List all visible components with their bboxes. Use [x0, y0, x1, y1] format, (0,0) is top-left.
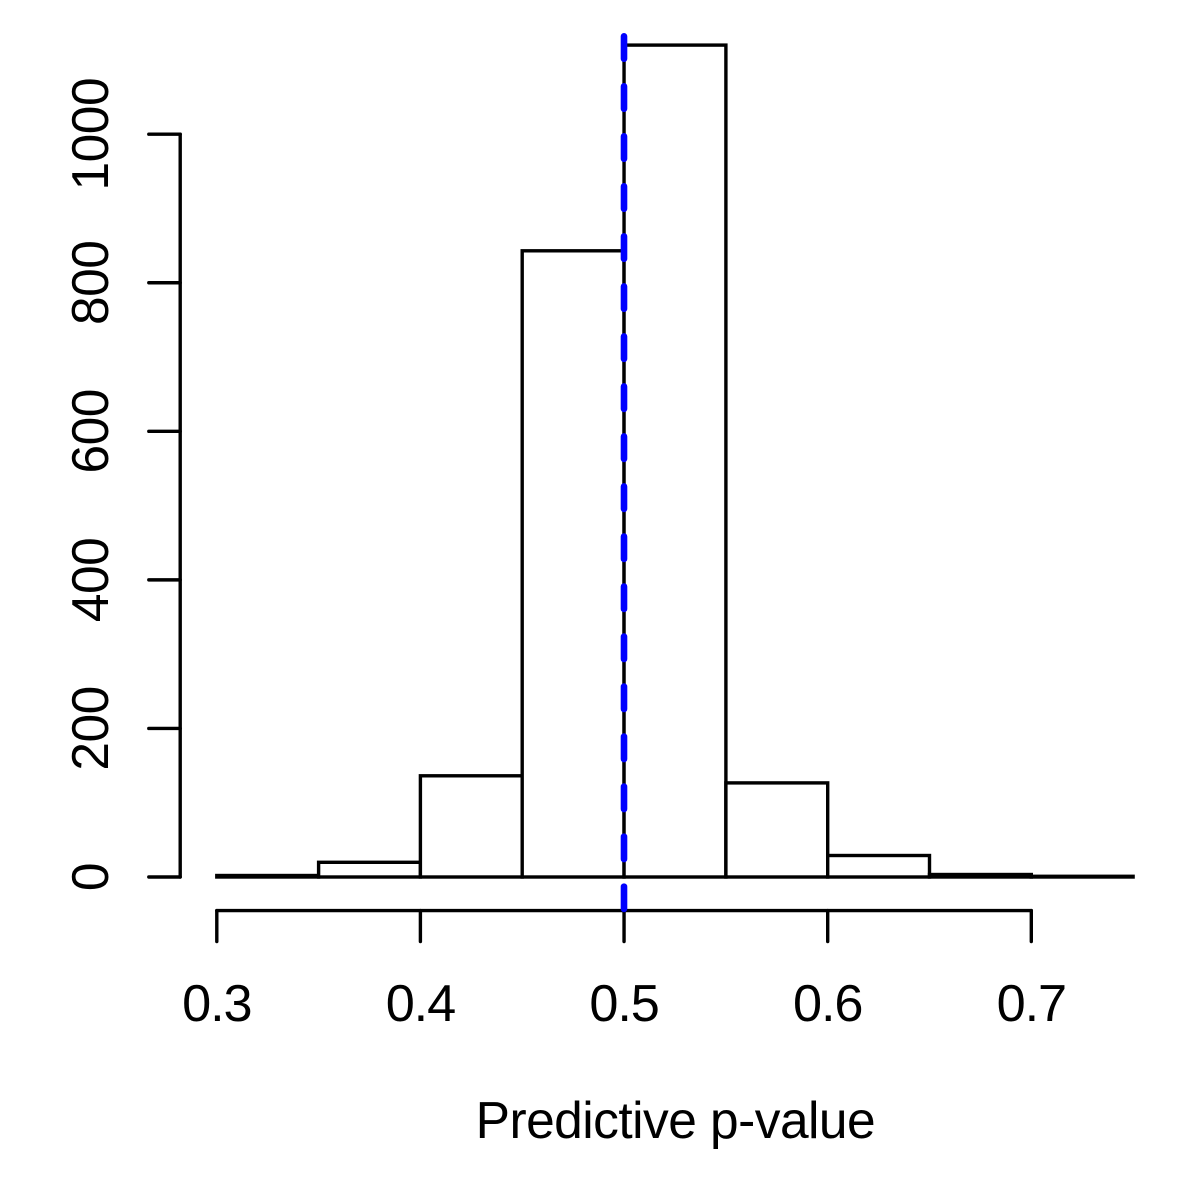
svg-text:0.4: 0.4 [386, 975, 455, 1033]
svg-text:0: 0 [61, 863, 119, 891]
svg-text:Predictive p-value: Predictive p-value [476, 1091, 875, 1149]
svg-text:0.5: 0.5 [589, 975, 658, 1033]
svg-text:1000: 1000 [61, 78, 119, 191]
svg-text:0.7: 0.7 [997, 975, 1066, 1033]
svg-text:400: 400 [61, 538, 119, 622]
svg-text:0.6: 0.6 [793, 975, 862, 1033]
svg-text:600: 600 [61, 389, 119, 473]
svg-text:800: 800 [61, 241, 119, 325]
svg-text:200: 200 [61, 686, 119, 770]
svg-text:0.3: 0.3 [182, 975, 251, 1033]
